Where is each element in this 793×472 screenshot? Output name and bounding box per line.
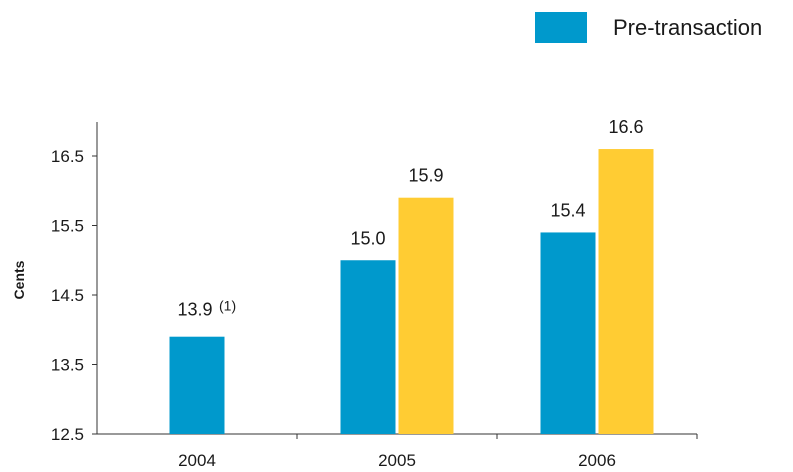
bar [598, 149, 654, 435]
data-label: 15.0 [350, 228, 385, 248]
y-tick-label: 16.5 [51, 147, 84, 166]
y-tick-label: 15.5 [51, 217, 84, 236]
y-axis-label: Cents [11, 260, 27, 299]
y-tick-label: 13.5 [51, 356, 84, 375]
data-label: 16.6 [608, 117, 643, 137]
data-label: 15.4 [550, 200, 585, 220]
bar [169, 336, 225, 434]
legend: Pre-transaction [535, 12, 762, 43]
y-tick-label: 14.5 [51, 286, 84, 305]
data-label: 15.9 [408, 166, 443, 186]
footnote-marker: (1) [219, 298, 236, 314]
x-tick-label: 2005 [378, 451, 416, 470]
data-label: 13.9 [177, 300, 212, 320]
x-tick-label: 2004 [178, 451, 216, 470]
x-tick-label: 2006 [578, 451, 616, 470]
bar [340, 260, 396, 434]
bar [540, 232, 596, 434]
legend-label-pre-transaction: Pre-transaction [613, 14, 763, 40]
y-tick-label: 12.5 [51, 425, 84, 444]
bar [398, 197, 454, 434]
legend-swatch-pre-transaction [535, 12, 587, 43]
